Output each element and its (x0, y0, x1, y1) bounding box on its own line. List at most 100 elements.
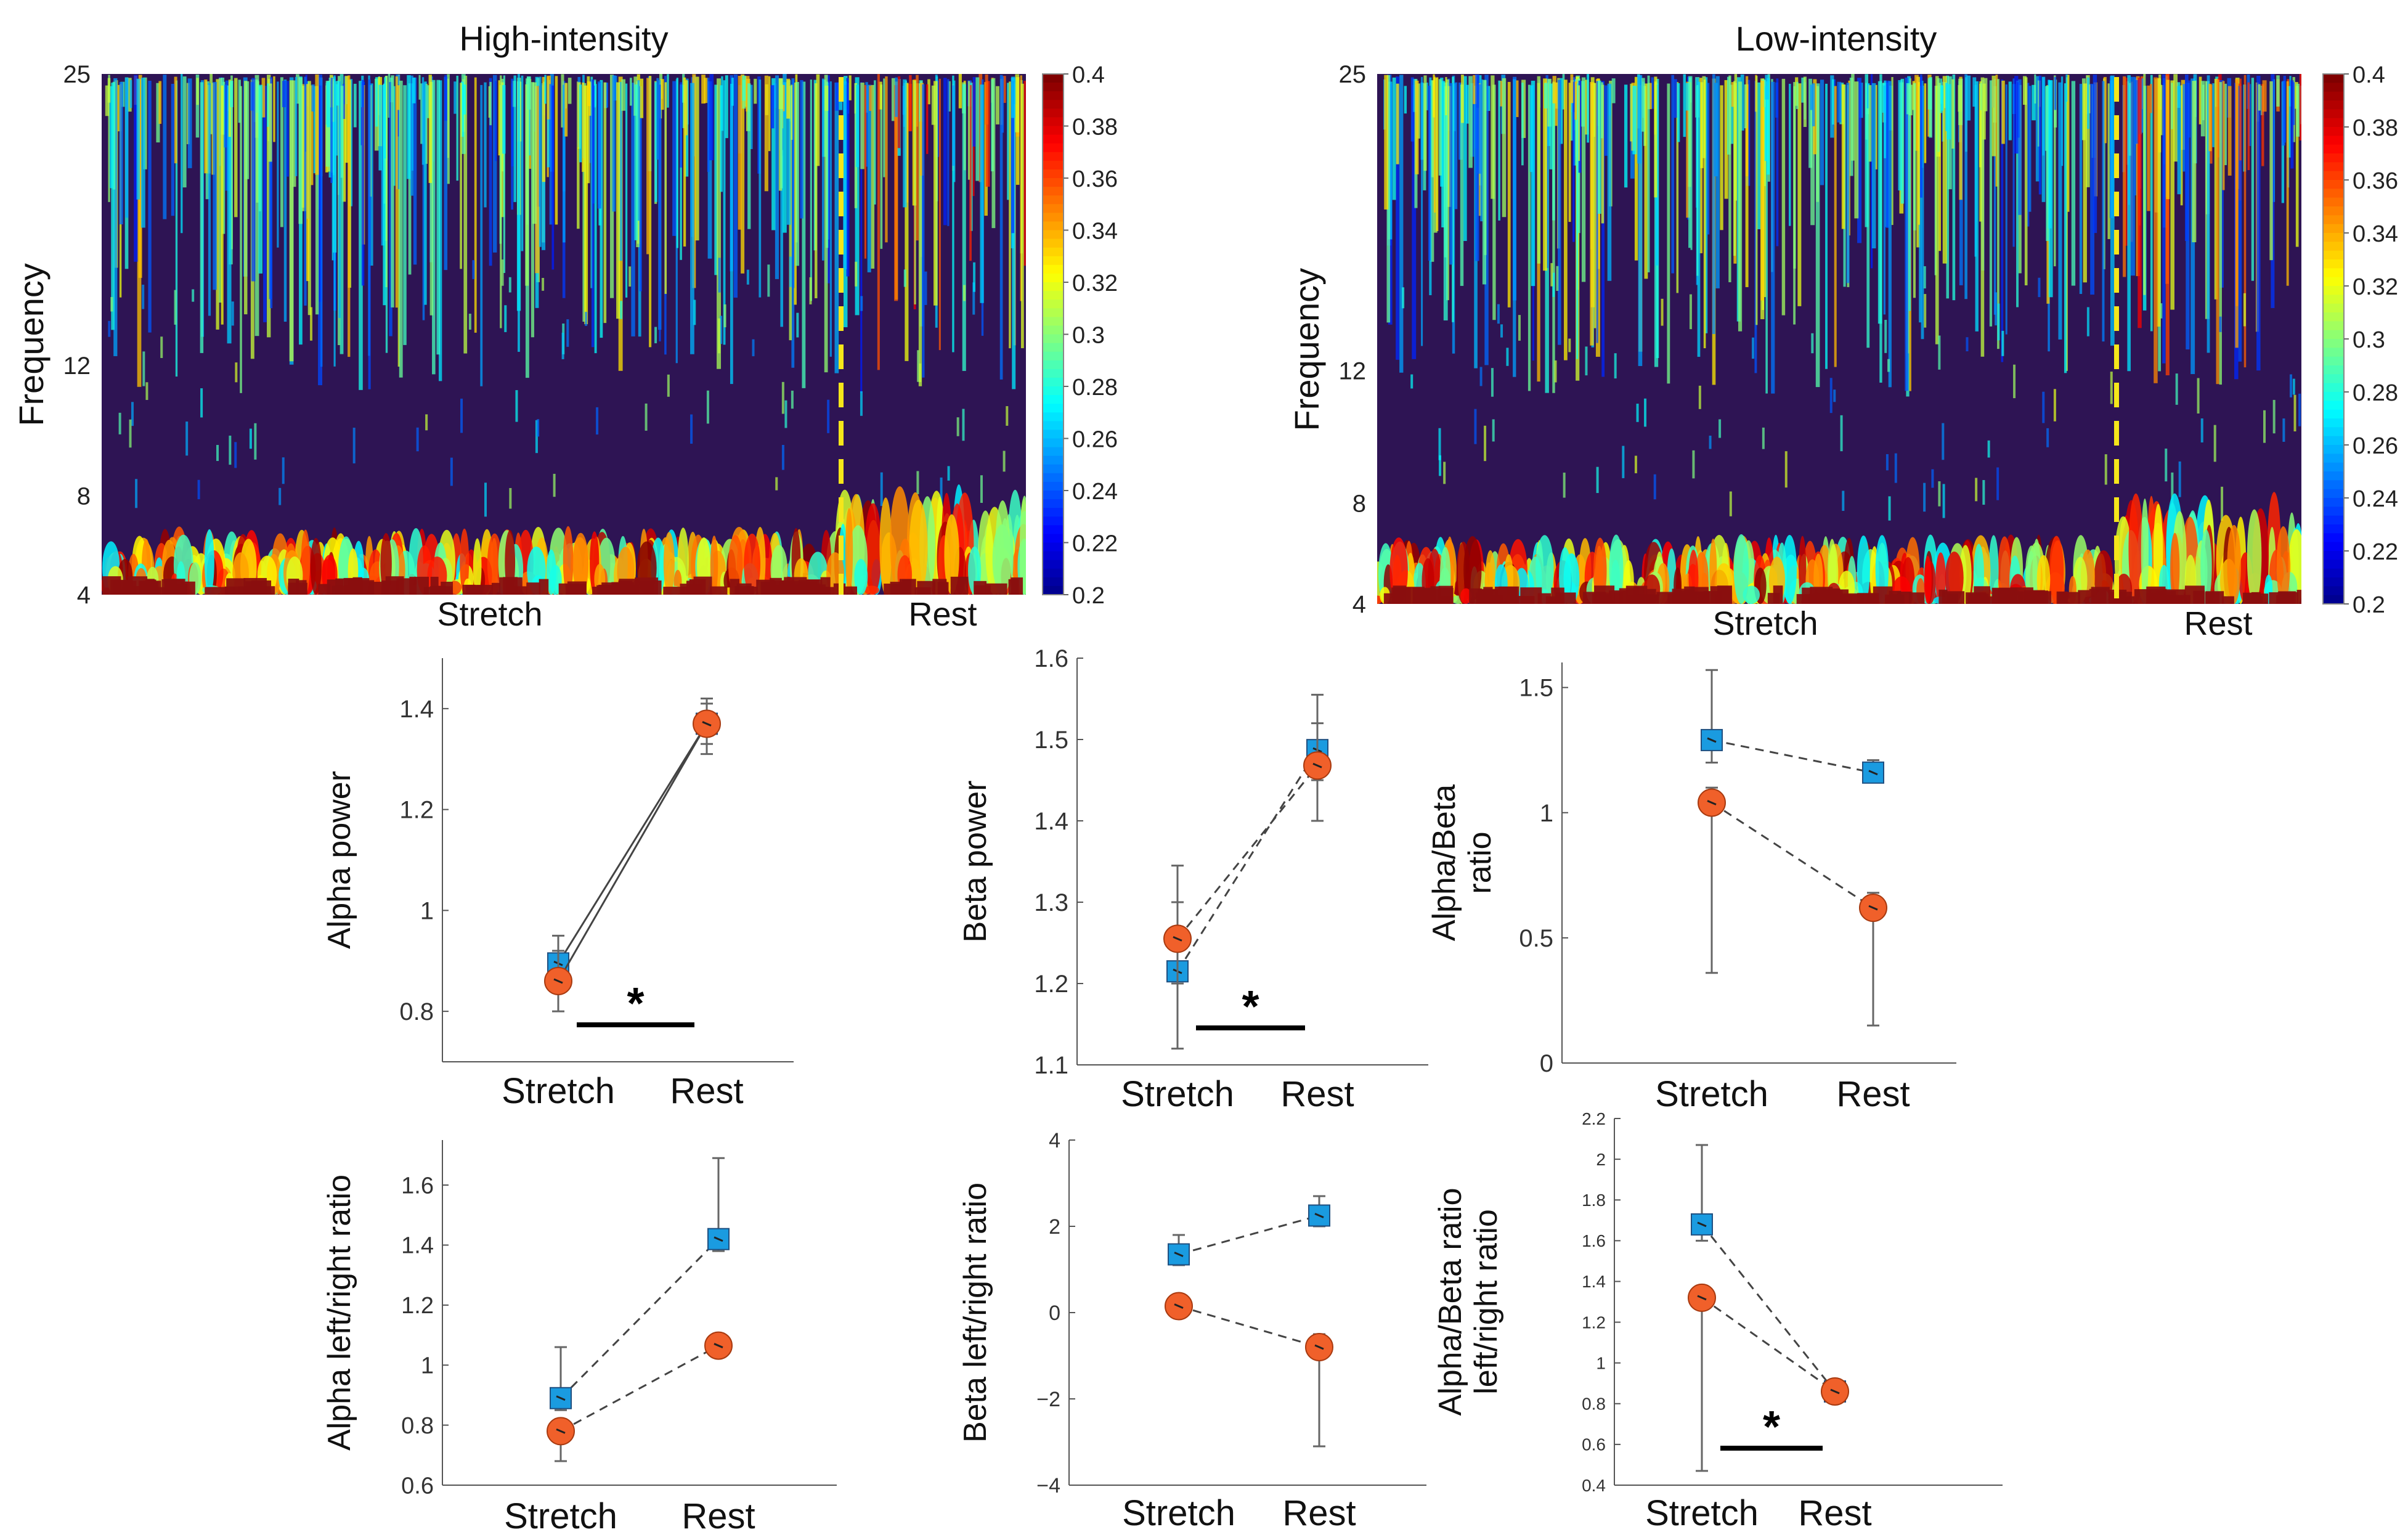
spec-high-streak (474, 77, 477, 333)
spec-low-streak (1995, 75, 1998, 187)
ab-lr-ratio-ytick-label: 1.2 (1582, 1313, 1606, 1332)
spec-low-streak (1449, 83, 1453, 265)
spec-high-streak (411, 83, 414, 171)
spec-low-colorbar-cell (2323, 312, 2344, 322)
spec-low-blob (1938, 335, 1941, 370)
spec-low-streak (1491, 75, 1495, 199)
spec-low-streak (1980, 83, 1982, 110)
spec-low-streak (1676, 82, 1679, 293)
spec-low-streak (2258, 84, 2261, 111)
spec-high-blob (561, 332, 564, 359)
spec-high-streak (991, 78, 996, 229)
spec-low-streak (1857, 78, 1862, 243)
spec-high-colorbar-cell (1043, 525, 1064, 535)
spec-low-streak (1789, 83, 1791, 226)
spec-high-streak (738, 76, 742, 230)
spec-high-colorbar-cell (1043, 551, 1064, 561)
spec-low-streak (2001, 79, 2004, 362)
spec-high-streak (1011, 81, 1015, 234)
spec-low-streak (2227, 86, 2232, 176)
spec-low-theta-peak (1841, 595, 1858, 604)
spec-low-streak (1564, 79, 1568, 361)
spec-low-streak (2024, 77, 2028, 286)
spec-high-streak (222, 81, 226, 234)
spec-high-streak (521, 75, 524, 251)
spec-low-colorbar-cell (2323, 560, 2344, 569)
spec-high-blob (142, 351, 145, 386)
alpha-lr-ratio-series-line (559, 1238, 720, 1399)
spec-low-streak (2064, 83, 2067, 373)
spec-high-streak (916, 75, 919, 241)
spec-high-streak (444, 76, 448, 271)
spec-high-streak (535, 86, 539, 274)
spec-high-theta-blob (563, 526, 574, 595)
spec-high-streak (348, 75, 351, 357)
spec-low-streak (1392, 77, 1396, 200)
spec-high-theta-blob (864, 503, 882, 595)
spec-low-streak (1624, 84, 1628, 188)
spec-high-streak (163, 75, 167, 219)
spec-low-blob (1997, 303, 2000, 341)
spec-high-blob (309, 307, 312, 341)
spec-high-streak (269, 86, 272, 299)
spec-low-streak (1611, 78, 1616, 104)
spec-low-streak (1502, 78, 1507, 218)
spec-high-streak (563, 84, 566, 243)
spec-low-colorbar-cell (2323, 118, 2344, 128)
spec-low-streak (1906, 83, 1911, 115)
spec-high-streak (422, 83, 425, 320)
spec-high-streak (304, 76, 307, 306)
spec-low-colorbar-cell (2323, 409, 2344, 419)
spec-low-blob (1982, 479, 1985, 505)
spec-high-streak (181, 74, 183, 234)
spec-high-streak (730, 83, 733, 385)
spec-high-streak (361, 79, 365, 286)
spec-low-streak (1993, 79, 1996, 315)
spec-low-streak (1438, 79, 1442, 176)
alpha-lr-ratio-category-label: Rest (681, 1496, 755, 1536)
spec-low-streak (1815, 83, 1820, 388)
spec-high-streak (277, 81, 279, 248)
spec-low-streak (1946, 84, 1951, 140)
spec-low-streak (2065, 74, 2068, 102)
spec-high-colorbar-cell (1043, 299, 1064, 309)
spec-low-streak (1674, 79, 1677, 118)
alpha-power-point-tick (553, 978, 563, 984)
spec-high-colorbar-label: 0.28 (1072, 375, 1118, 401)
spec-low-theta-blob (1733, 534, 1749, 604)
spec-high-theta-blob (546, 549, 556, 595)
beta-power-point-tick (1173, 936, 1182, 942)
spec-low-streak (1720, 85, 1723, 230)
spec-high-theta-peak (843, 586, 857, 595)
spec-low-streak (1404, 86, 1407, 114)
spec-high-theta-peak (710, 586, 728, 595)
spec-low-colorbar-cell (2323, 515, 2344, 525)
spec-low-colorbar-cell (2323, 586, 2344, 596)
spec-low-streak (1712, 74, 1715, 334)
spec-high-streak (707, 81, 712, 259)
spec-low-streak (1549, 83, 1553, 169)
spec-high-streak (175, 80, 178, 377)
spec-high-colorbar-cell (1043, 264, 1064, 274)
spec-high-blob (1003, 450, 1006, 472)
spec-low-theta-peak (2221, 596, 2234, 604)
spec-low-streak (2008, 81, 2012, 141)
spec-high-blob (460, 398, 463, 433)
spec-high-streak (824, 85, 829, 112)
spec-low-streak (1913, 83, 1916, 230)
spec-low-streak (1654, 76, 1658, 198)
spec-high-streak (824, 75, 828, 373)
spec-high-streak (333, 75, 336, 367)
spec-low-streak (1810, 84, 1815, 226)
spec-high-colorbar-cell (1043, 169, 1064, 179)
spec-high-streak (291, 80, 296, 187)
spec-high-colorbar-cell (1043, 343, 1064, 352)
spec-high-streak (105, 85, 110, 116)
spec-high-streak (551, 85, 555, 270)
spec-high-theta-peak (917, 581, 936, 595)
spec-high-streak (720, 85, 723, 192)
spec-high-theta-peak (950, 576, 969, 595)
spec-low-streak (1447, 86, 1452, 207)
spec-low-streak (1421, 76, 1423, 346)
